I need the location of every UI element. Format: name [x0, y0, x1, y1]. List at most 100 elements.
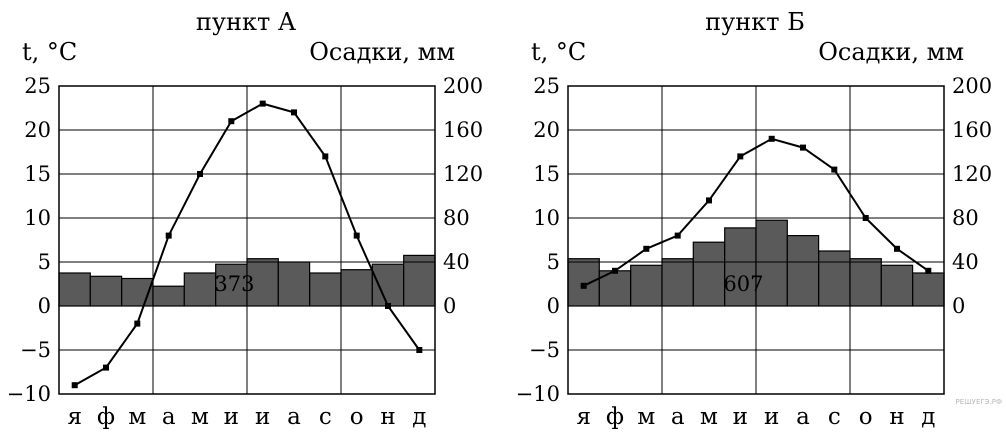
- precip-bar: [89, 275, 123, 307]
- y-right-label: Осадки, мм: [309, 38, 455, 66]
- x-tick-month: ф: [97, 404, 115, 430]
- x-tick-month: и: [733, 404, 748, 430]
- temperature-point: [706, 197, 712, 204]
- temperature-point: [259, 100, 266, 107]
- y-right-label: Осадки, мм: [818, 38, 964, 66]
- temperature-point: [322, 153, 329, 160]
- x-tick-month: а: [162, 404, 176, 430]
- y-right-tick: 40: [443, 250, 470, 274]
- temperature-line: [74, 102, 421, 387]
- x-tick-month: м: [128, 404, 146, 430]
- temperature-point: [385, 303, 391, 309]
- temperature-point: [768, 135, 775, 142]
- temperature-point: [831, 166, 838, 173]
- y-right-tick: 120: [443, 162, 483, 186]
- temperature-point: [737, 153, 744, 160]
- y-left-label: t, °C: [22, 38, 77, 66]
- y-left-label: t, °C: [531, 38, 586, 66]
- y-right-tick: 0: [443, 294, 456, 318]
- y-left-tick: 20: [533, 118, 560, 142]
- x-tick-month: д: [412, 404, 426, 430]
- x-tick-month: и: [255, 404, 270, 430]
- precip-bar: [403, 254, 436, 307]
- x-tick-month: м: [637, 404, 655, 430]
- temperature-point: [103, 364, 109, 371]
- x-tick-month: а: [287, 404, 301, 430]
- precip-bar: [567, 258, 600, 307]
- precip-bar: [277, 261, 311, 307]
- precip-bar: [880, 264, 914, 307]
- precip-bar: [786, 235, 820, 307]
- temperature-point: [165, 232, 172, 239]
- temperature-point: [71, 382, 78, 389]
- x-tick-month: н: [889, 404, 904, 430]
- y-right-tick: 200: [952, 74, 992, 98]
- y-right-tick: 120: [952, 162, 992, 186]
- y-left-tick: 0: [547, 294, 560, 318]
- temperature-point: [862, 215, 869, 221]
- precip-bar: [912, 272, 945, 307]
- x-tick-month: я: [67, 404, 82, 430]
- x-tick-month: с: [828, 404, 841, 430]
- y-left-tick: −10: [516, 382, 560, 406]
- x-tick-month: и: [224, 404, 239, 430]
- precip-bar: [152, 285, 185, 307]
- y-left-tick: −5: [529, 338, 560, 362]
- y-left-tick: 15: [533, 162, 560, 186]
- y-right-tick: 80: [443, 206, 470, 230]
- temperature-point: [580, 282, 587, 289]
- temperature-point: [197, 171, 203, 177]
- y-right-tick: 160: [952, 118, 992, 142]
- x-tick-month: о: [859, 404, 873, 430]
- temperature-point: [894, 245, 900, 252]
- x-tick-month: м: [700, 404, 718, 430]
- temperature-line: [583, 137, 929, 287]
- temperature-point: [134, 320, 141, 327]
- x-tick-month: о: [350, 404, 364, 430]
- y-left-tick: 10: [533, 206, 560, 230]
- y-left-tick: 25: [533, 74, 560, 98]
- grid: [568, 86, 944, 394]
- y-left-tick: 20: [24, 118, 51, 142]
- x-tick-month: и: [764, 404, 779, 430]
- x-tick-month: с: [319, 404, 332, 430]
- temperature-point: [612, 267, 618, 274]
- precip-bar: [630, 264, 663, 307]
- y-left-tick: 10: [24, 206, 51, 230]
- plot-frame: [58, 85, 436, 395]
- x-tick-month: м: [191, 404, 209, 430]
- watermark: РЕШУЕГЭ.РФ: [956, 398, 1002, 406]
- precip-bar: [309, 272, 342, 307]
- temperature-point: [643, 245, 650, 252]
- annual-precip-total: 373: [214, 272, 254, 296]
- precip-bar: [58, 272, 91, 307]
- temperature-point: [800, 144, 806, 151]
- temperature-point: [674, 232, 681, 239]
- y-left-tick: 5: [547, 250, 560, 274]
- y-right-tick: 0: [952, 294, 965, 318]
- y-right-tick: 160: [443, 118, 483, 142]
- precip-bar: [371, 263, 405, 307]
- temperature-point: [228, 118, 235, 125]
- x-tick-month: ф: [606, 404, 624, 430]
- precip-bar: [661, 258, 694, 307]
- chart-title: пункт Б: [705, 8, 805, 36]
- y-right-tick: 40: [952, 250, 979, 274]
- chart-title: пункт А: [196, 8, 296, 36]
- y-right-tick: 80: [952, 206, 979, 230]
- x-tick-month: а: [796, 404, 810, 430]
- y-left-tick: 5: [38, 250, 51, 274]
- y-left-tick: 25: [24, 74, 51, 98]
- precip-bar: [724, 227, 757, 307]
- precip-bar: [183, 272, 217, 307]
- precip-bar: [849, 258, 882, 307]
- y-left-tick: −10: [7, 382, 51, 406]
- chart-b: 607 пункт Б t, °C Осадки, мм 25 20 15 10 5 0 −5 −10…: [516, 8, 992, 430]
- y-right-tick: 200: [443, 74, 483, 98]
- grid: [59, 86, 435, 394]
- precip-bar: [692, 241, 726, 307]
- x-tick-month: н: [380, 404, 395, 430]
- temperature-point: [925, 267, 932, 274]
